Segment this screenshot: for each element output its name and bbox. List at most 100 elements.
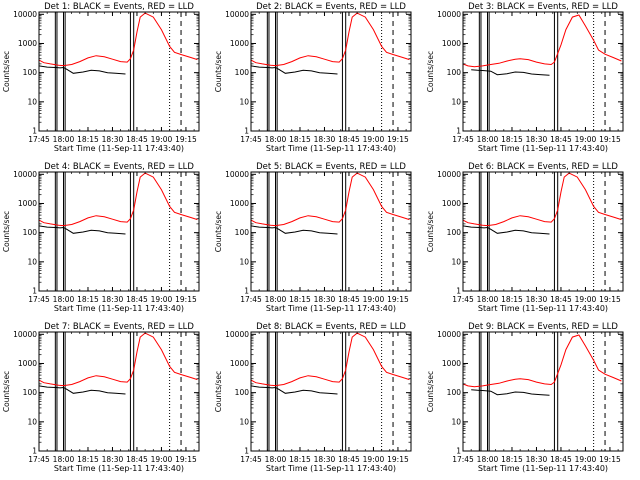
y-axis-label: Counts/sec — [426, 51, 435, 92]
panel-title: Det 2: BLACK = Events, RED = LLD — [256, 2, 406, 12]
x-tick-label: 19:15 — [599, 455, 621, 464]
y-tick-label: 1000 — [18, 39, 37, 48]
x-tick-label: 19:15 — [387, 455, 409, 464]
series-lld-line — [251, 332, 410, 387]
x-tick-label: 19:00 — [575, 135, 597, 144]
x-tick-label: 18:15 — [289, 455, 311, 464]
series-lld-line — [463, 14, 622, 68]
x-tick-label: 18:30 — [314, 455, 336, 464]
y-tick-label: 100 — [23, 68, 38, 77]
x-tick-label: 18:30 — [314, 135, 336, 144]
panel-det-3: Det 3: BLACK = Events, RED = LLD 1 10 100 10… — [426, 2, 624, 153]
y-tick-label: 10000 — [13, 170, 37, 179]
x-tick-label: 19:00 — [363, 135, 385, 144]
x-tick-label: 18:00 — [265, 135, 287, 144]
x-tick-label: 18:15 — [77, 135, 99, 144]
y-axis-label: Counts/sec — [214, 371, 223, 412]
x-tick-label: 19:00 — [363, 295, 385, 304]
x-tick-label: 18:00 — [477, 295, 499, 304]
x-tick-label: 18:45 — [338, 455, 360, 464]
x-tick-label: 18:15 — [501, 295, 523, 304]
axes-frame — [38, 331, 200, 452]
x-tick-label: 19:15 — [175, 295, 197, 304]
panel-title: Det 1: BLACK = Events, RED = LLD — [44, 2, 194, 12]
x-tick-label: 17:45 — [452, 295, 474, 304]
y-tick-label: 1 — [456, 287, 461, 296]
x-tick-label: 19:15 — [387, 295, 409, 304]
x-tick-label: 17:45 — [452, 135, 474, 144]
x-tick-label: 19:15 — [599, 295, 621, 304]
series-events-line — [251, 65, 338, 75]
y-tick-label: 100 — [447, 388, 462, 397]
y-tick-label: 100 — [23, 388, 38, 397]
y-tick-label: 1000 — [18, 199, 37, 208]
y-tick-label: 1 — [456, 127, 461, 136]
y-tick-label: 10 — [451, 97, 461, 106]
plot-area — [251, 172, 411, 291]
x-tick-label: 18:45 — [126, 455, 148, 464]
x-tick-label: 18:15 — [289, 135, 311, 144]
plot-area — [251, 332, 411, 451]
x-axis-label: Start Time (11-Sep-11 17:43:40) — [266, 464, 396, 473]
x-tick-label: 17:45 — [240, 455, 262, 464]
y-tick-label: 1000 — [442, 359, 461, 368]
x-axis-label: Start Time (11-Sep-11 17:43:40) — [54, 304, 184, 313]
y-tick-label: 1000 — [18, 359, 37, 368]
y-tick-label: 100 — [447, 228, 462, 237]
y-tick-label: 1 — [32, 127, 37, 136]
y-tick-label: 10 — [27, 257, 37, 266]
x-tick-label: 19:00 — [363, 455, 385, 464]
y-tick-label: 1 — [244, 447, 249, 456]
panel-title: Det 4: BLACK = Events, RED = LLD — [44, 162, 194, 172]
panel-det-6: Det 6: BLACK = Events, RED = LLD 1 10 100 10… — [426, 162, 624, 313]
axes-frame — [38, 11, 200, 132]
x-tick-label: 18:15 — [77, 295, 99, 304]
series-lld-line — [251, 172, 410, 227]
panel-title: Det 3: BLACK = Events, RED = LLD — [468, 2, 618, 12]
panel-title: Det 9: BLACK = Events, RED = LLD — [468, 322, 618, 332]
series-events-line — [251, 385, 338, 395]
series-events-line — [463, 225, 550, 235]
y-tick-label: 10 — [451, 417, 461, 426]
y-axis-label: Counts/sec — [2, 51, 11, 92]
x-tick-label: 19:15 — [599, 135, 621, 144]
series-events-line — [39, 65, 126, 75]
x-tick-label: 18:45 — [550, 455, 572, 464]
y-tick-label: 10000 — [437, 170, 461, 179]
x-tick-label: 18:15 — [77, 455, 99, 464]
axes-frame — [462, 331, 624, 452]
plot-area — [39, 172, 199, 291]
x-tick-label: 18:30 — [102, 295, 124, 304]
y-tick-label: 100 — [235, 228, 250, 237]
series-lld-line — [463, 172, 622, 227]
plot-area — [251, 12, 411, 131]
y-tick-label: 1000 — [230, 359, 249, 368]
y-tick-label: 10000 — [13, 330, 37, 339]
x-tick-label: 18:30 — [314, 295, 336, 304]
plot-area — [463, 332, 623, 451]
y-tick-label: 1000 — [230, 39, 249, 48]
x-tick-label: 18:45 — [338, 135, 360, 144]
x-tick-label: 18:00 — [53, 455, 75, 464]
plot-area — [39, 12, 199, 131]
x-tick-label: 18:30 — [526, 135, 548, 144]
y-tick-label: 1000 — [230, 199, 249, 208]
x-tick-label: 18:45 — [550, 295, 572, 304]
panel-title: Det 6: BLACK = Events, RED = LLD — [468, 162, 618, 172]
y-tick-label: 10 — [451, 257, 461, 266]
x-tick-label: 19:00 — [575, 295, 597, 304]
axes-frame — [38, 171, 200, 292]
panel-det-4: Det 4: BLACK = Events, RED = LLD 1 10 100 10… — [2, 162, 200, 313]
axes-frame — [250, 331, 412, 452]
x-tick-label: 18:30 — [526, 295, 548, 304]
y-tick-label: 10000 — [437, 330, 461, 339]
x-tick-label: 17:45 — [28, 295, 50, 304]
y-axis-label: Counts/sec — [2, 371, 11, 412]
x-tick-label: 17:45 — [452, 455, 474, 464]
x-tick-label: 18:00 — [477, 135, 499, 144]
series-events-line — [39, 225, 126, 235]
y-tick-label: 10 — [239, 417, 249, 426]
x-tick-label: 19:15 — [387, 135, 409, 144]
x-tick-label: 19:15 — [175, 455, 197, 464]
x-tick-label: 17:45 — [240, 295, 262, 304]
